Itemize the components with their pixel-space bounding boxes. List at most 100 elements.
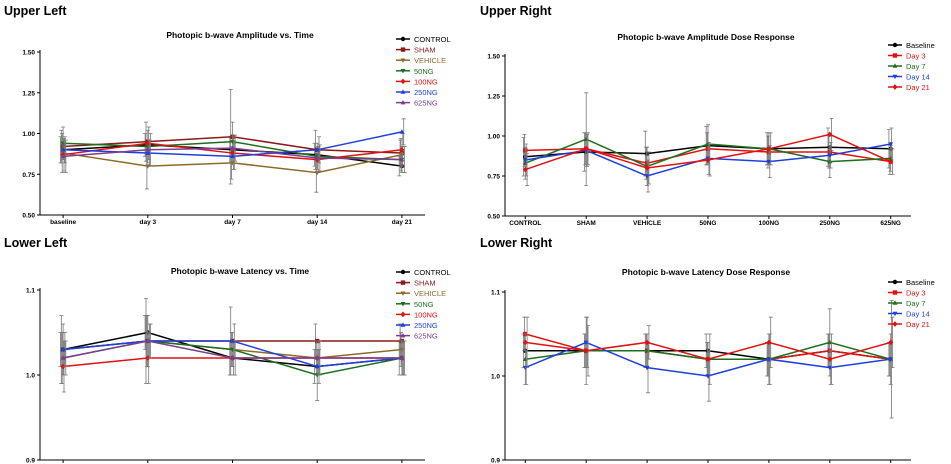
x-tick-label: 100NG	[759, 220, 780, 227]
data-point	[522, 365, 528, 371]
series-day-7	[522, 92, 894, 186]
legend-marker	[892, 300, 898, 305]
y-tick-label: 1.50	[487, 54, 500, 61]
series-625ng	[60, 133, 407, 174]
panel-label: Upper Left	[4, 4, 67, 18]
legend-entry-label: 625NG	[414, 332, 438, 341]
legend-marker	[400, 280, 406, 285]
legend-marker	[400, 36, 406, 42]
legend-entry-label: Day 7	[906, 299, 926, 308]
data-point	[399, 129, 405, 134]
data-point	[230, 355, 235, 360]
legend-entry-label: CONTROL	[414, 268, 451, 277]
data-point	[583, 340, 589, 346]
legend-marker	[400, 322, 406, 327]
data-point	[60, 355, 66, 360]
x-tick-label: SHAM	[577, 220, 596, 227]
axes	[39, 288, 425, 461]
panel-label: Lower Left	[4, 236, 68, 250]
x-tick-label: baseline	[50, 219, 76, 226]
data-point	[522, 158, 528, 163]
data-point	[766, 159, 772, 165]
series-100ng	[60, 126, 405, 174]
x-tick-label: 625NG	[880, 220, 901, 227]
data-point	[766, 145, 772, 152]
legend-marker	[892, 290, 898, 295]
legend-marker	[400, 311, 406, 318]
x-tick-label: day 21	[392, 219, 413, 226]
legend-entry-label: 50NG	[414, 300, 434, 309]
legend-marker	[892, 53, 898, 58]
legend-entry-label: 250NG	[414, 88, 438, 97]
legend-entry-label: VEHICLE	[414, 56, 446, 65]
legend-marker	[892, 63, 898, 68]
legend-marker	[400, 302, 406, 307]
legend-entry-label: Day 21	[906, 320, 930, 329]
data-point	[60, 147, 66, 152]
legend-marker	[400, 47, 406, 52]
legend-marker	[892, 279, 898, 285]
series-625ng	[60, 323, 407, 376]
legend-marker	[400, 291, 406, 296]
legend-entry-label: 100NG	[414, 310, 438, 319]
legend-marker	[400, 58, 406, 63]
data-point	[145, 338, 151, 343]
legend-entry-label: 100NG	[414, 77, 438, 86]
legend-entry-label: 625NG	[414, 99, 438, 108]
chart-panel-upper-right: Upper Right Photopic b-wave Amplitude Do…	[476, 0, 951, 232]
x-tick-label: CONTROL	[509, 220, 541, 227]
y-tick-label: 0.75	[22, 172, 35, 179]
legend-marker	[400, 69, 406, 74]
y-tick-label: 0.9	[26, 458, 35, 464]
data-point	[230, 150, 235, 156]
data-point	[888, 142, 894, 147]
legend-marker	[892, 42, 898, 48]
chart-panel-lower-left: Lower Left Photopic b-wave Latency vs. T…	[0, 232, 475, 464]
data-point	[60, 346, 66, 352]
chart-title: Photopic b-wave Latency vs. Time	[171, 266, 310, 276]
data-point	[145, 150, 151, 155]
y-tick-label: 1.0	[491, 374, 500, 381]
chart-svg: Photopic b-wave Amplitude Dose Response 0…	[487, 32, 935, 227]
legend-entry-label: Day 14	[906, 73, 930, 82]
data-point	[230, 338, 235, 343]
legend-entry-label: 50NG	[414, 67, 434, 76]
legend-entry-label: 250NG	[414, 321, 438, 330]
x-tick-label: day 3	[139, 219, 156, 226]
data-point	[399, 146, 405, 153]
legend-entry-label: Baseline	[906, 41, 935, 50]
x-tick-label: 250NG	[819, 220, 840, 227]
data-point	[314, 363, 320, 369]
x-tick-label: VEHICLE	[633, 220, 662, 227]
legend-marker	[400, 99, 406, 105]
data-point	[644, 174, 650, 179]
data-point	[705, 356, 711, 363]
y-tick-label: 1.25	[487, 94, 500, 101]
x-tick-label: day 14	[307, 219, 328, 226]
chart-title: Photopic b-wave Amplitude vs. Time	[166, 30, 314, 40]
y-tick-label: 0.75	[487, 174, 500, 181]
y-tick-label: 1.50	[22, 50, 35, 57]
x-tick-label: 50NG	[700, 220, 717, 227]
legend-entry-label: Day 3	[906, 289, 926, 298]
panel-label: Lower Right	[480, 236, 553, 250]
data-point	[644, 365, 650, 371]
data-point	[644, 339, 650, 346]
data-point	[705, 157, 711, 163]
legend-entry-label: CONTROL	[414, 35, 451, 44]
data-point	[644, 165, 650, 171]
y-tick-label: 0.50	[487, 214, 500, 221]
data-point	[766, 357, 772, 362]
legend-entry-label: Day 21	[906, 83, 930, 92]
x-tick-label: day 7	[224, 219, 241, 226]
data-point	[230, 145, 235, 150]
chart-svg: Photopic b-wave Amplitude vs. Time 0.50 0.…	[22, 30, 451, 226]
data-point	[145, 164, 151, 169]
data-point	[145, 140, 151, 147]
legend-marker	[892, 321, 898, 327]
legend-entry-label: SHAM	[414, 46, 436, 55]
error-bar	[402, 146, 407, 174]
